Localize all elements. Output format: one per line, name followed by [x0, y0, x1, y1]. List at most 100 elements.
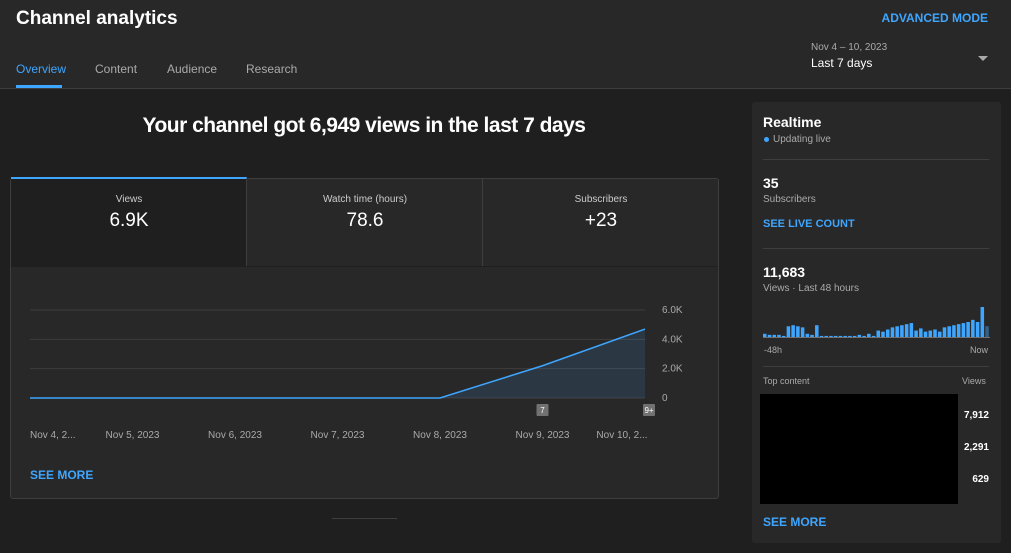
spark-bar — [923, 331, 928, 337]
headline: Your channel got 6,949 views in the last… — [142, 114, 586, 137]
x-tick-label: Nov 6, 2023 — [208, 430, 262, 441]
chart-bg — [11, 266, 718, 267]
realtime-title: Realtime — [763, 114, 822, 130]
top-content-title: Top content — [763, 376, 810, 386]
y-tick-label: 0 — [662, 393, 668, 404]
spark-bar — [947, 326, 951, 337]
date-picker[interactable]: Nov 4 – 10, 2023 Last 7 days — [811, 42, 991, 76]
spark-bar — [890, 327, 895, 337]
video-marker — [643, 404, 655, 416]
spark-bar — [885, 329, 890, 337]
metric-card[interactable] — [11, 177, 247, 266]
spark-bar — [838, 335, 843, 337]
spark-bar — [819, 335, 824, 337]
spark-bar — [810, 334, 814, 337]
spark-bar — [772, 334, 776, 337]
realtime-status: Updating live — [773, 134, 831, 145]
top-content-views: 7,912 — [963, 410, 989, 421]
metric-label: Subscribers — [574, 194, 628, 205]
live-dot — [764, 137, 769, 142]
date-label: Last 7 days — [811, 56, 873, 70]
spark-bar — [980, 307, 985, 337]
spark-bar — [900, 325, 904, 337]
x-tick-label: Nov 8, 2023 — [413, 430, 467, 441]
divider — [763, 366, 989, 367]
x-tick-label: Nov 5, 2023 — [106, 430, 160, 441]
spark-bar — [904, 324, 909, 337]
divider — [763, 159, 989, 160]
subscriber-count: 35 — [763, 175, 779, 191]
metric-value: +23 — [584, 210, 618, 231]
metric-label: Watch time (hours) — [322, 194, 408, 205]
video-marker — [536, 404, 549, 416]
spark-bar — [966, 322, 970, 337]
date-range: Nov 4 – 10, 2023 — [811, 42, 888, 53]
spark-bar — [848, 335, 852, 337]
spark-bar — [815, 325, 819, 337]
y-tick-label: 6.0K — [662, 305, 683, 316]
advanced-mode[interactable]: ADVANCED MODE — [881, 11, 988, 25]
spark-bar — [796, 326, 800, 337]
spark-bar — [843, 335, 847, 337]
tab[interactable]: Audience — [167, 62, 218, 76]
page-title: Channel analytics — [16, 8, 178, 29]
spark-bar — [919, 328, 923, 337]
spark-bar — [895, 326, 899, 337]
spark-start: -48h — [764, 345, 783, 355]
spark-bar — [852, 335, 857, 337]
views-chart: 0 2.0K 4.0K 6.0K Nov 4, 2... Nov 5, 2023 Nov 6… — [30, 305, 683, 441]
spark-bar — [767, 334, 772, 337]
views-sparkline — [763, 307, 990, 338]
x-tick-label: Nov 10, 2... — [596, 430, 647, 441]
see-live-count[interactable]: SEE LIVE COUNT — [763, 218, 855, 230]
spark-bar — [928, 330, 933, 337]
tab[interactable]: Overview — [16, 62, 67, 76]
spark-end: Now — [970, 345, 989, 355]
tab[interactable]: Research — [246, 62, 298, 76]
header — [0, 0, 1011, 89]
dropdown-arrow — [978, 56, 988, 61]
x-tick-label: Nov 9, 2023 — [516, 430, 570, 441]
spark-bar — [829, 335, 833, 337]
y-tick-label: 4.0K — [662, 334, 683, 345]
divider — [332, 518, 397, 519]
spark-bar — [781, 335, 786, 337]
see-more[interactable]: SEE MORE — [30, 468, 94, 482]
x-tick-label: Nov 7, 2023 — [311, 430, 365, 441]
metric-label: Views — [115, 194, 143, 205]
metric-card[interactable] — [483, 179, 719, 266]
spark-bar — [763, 333, 767, 337]
spark-bar — [952, 325, 956, 337]
area — [30, 329, 645, 398]
redacted-thumbnails — [760, 394, 958, 504]
spark-bar — [824, 335, 829, 337]
tab-indicator — [16, 85, 62, 88]
spark-bar — [937, 331, 942, 337]
video-marker-label: 7 — [540, 406, 545, 415]
spark-bar — [805, 333, 810, 337]
video-marker-label: 9+ — [644, 406, 653, 415]
top-content-views: 2,291 — [963, 442, 989, 453]
spark-bar — [961, 323, 966, 337]
tab[interactable]: Content — [95, 62, 138, 76]
spark-bar — [914, 330, 918, 337]
top-content-views: 629 — [972, 474, 989, 485]
spark-bar — [857, 334, 862, 337]
metric-card[interactable] — [247, 179, 483, 266]
spark-bar — [791, 325, 795, 337]
views-label: Views · Last 48 hours — [763, 283, 859, 294]
spark-bar — [876, 330, 881, 337]
spark-bar — [975, 322, 980, 337]
see-more[interactable]: SEE MORE — [763, 515, 827, 529]
x-tick-label: Nov 4, 2... — [30, 430, 76, 441]
spark-bar — [956, 324, 961, 337]
spark-bar — [867, 333, 871, 337]
divider — [763, 248, 989, 249]
spark-bar — [833, 335, 838, 337]
spark-bar — [786, 326, 791, 337]
spark-bar — [942, 327, 947, 337]
top-content-column: Views — [962, 376, 986, 386]
spark-bar — [800, 327, 805, 337]
y-tick-label: 2.0K — [662, 364, 683, 375]
